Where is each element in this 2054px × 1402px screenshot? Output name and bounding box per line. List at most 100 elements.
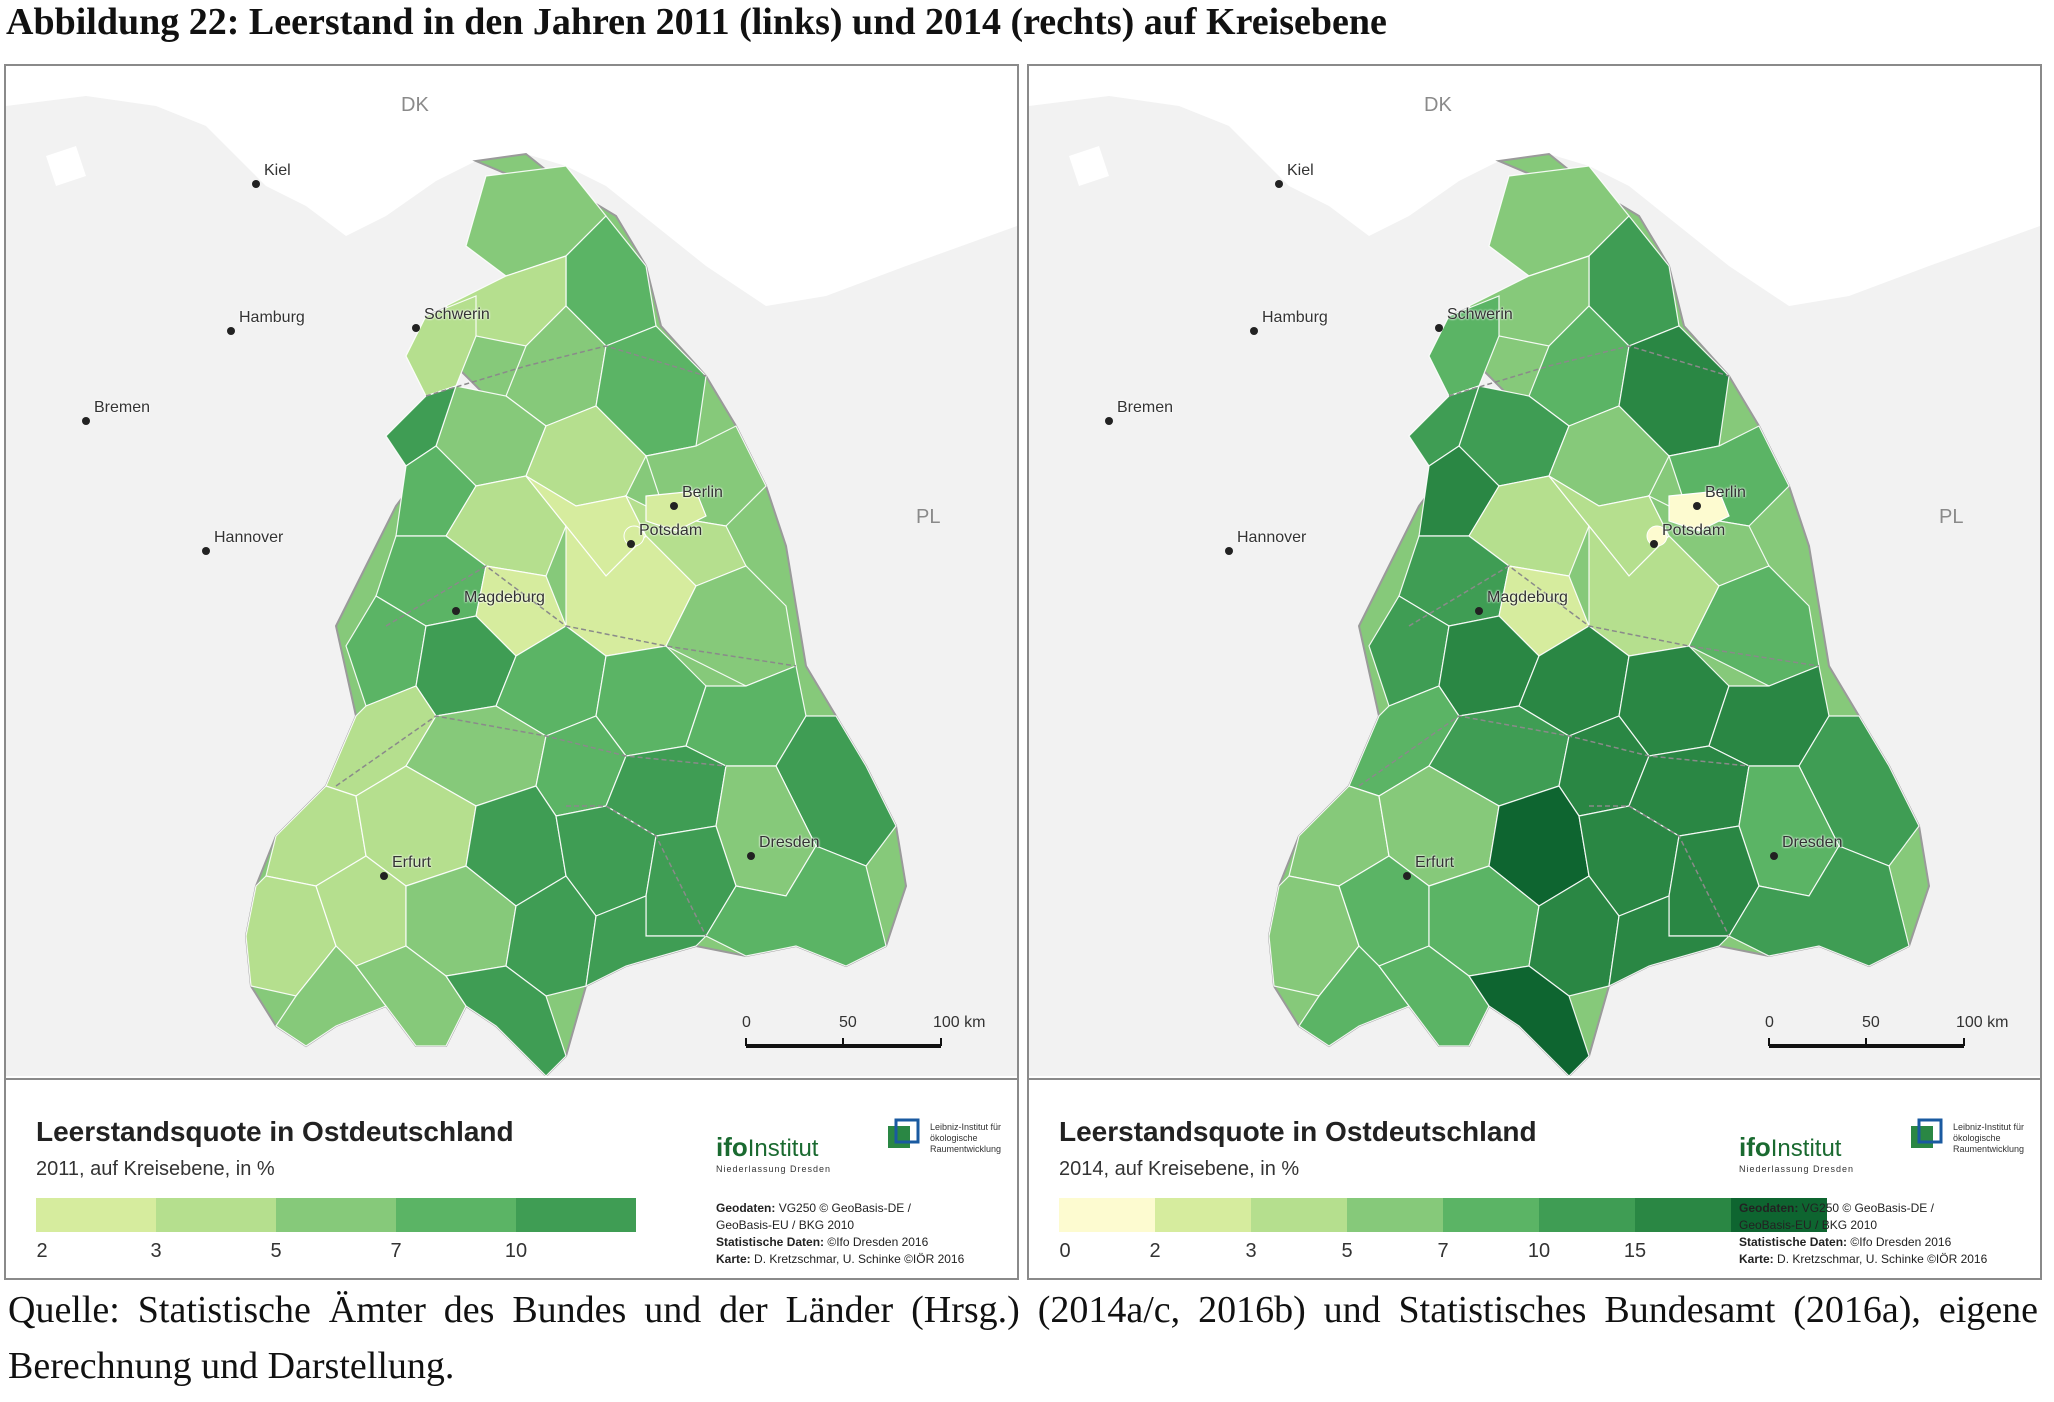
state-border — [1408, 565, 1820, 667]
district-berlin — [1668, 490, 1730, 532]
city-label: Berlin — [682, 484, 723, 501]
city-label: Hannover — [1237, 529, 1307, 546]
country-label: PL — [916, 506, 941, 528]
city-label: Berlin — [1705, 484, 1746, 501]
legend-tick-label: 3 — [150, 1240, 162, 1262]
district-region — [585, 895, 708, 988]
legend-subtitle: 2011, auf Kreisebene, in % — [36, 1158, 275, 1180]
city-marker — [1435, 324, 1443, 332]
legend-tick-label: 10 — [1527, 1240, 1551, 1262]
state-border — [335, 715, 727, 787]
city-marker — [452, 607, 460, 615]
legend-tick-label: 0 — [1059, 1240, 1071, 1262]
city-marker — [747, 852, 755, 860]
city-marker — [1225, 547, 1233, 555]
scale-tick-label: 100 km — [1956, 1014, 2009, 1031]
credits: Geodaten: VG250 © GeoBasis-DE / GeoBasis… — [1739, 1201, 1988, 1266]
legend-tick-label: 2 — [36, 1240, 48, 1262]
city-label: Dresden — [1782, 834, 1843, 851]
city-marker — [1475, 607, 1483, 615]
district-region — [1728, 845, 1910, 967]
legend-2014: Leerstandsquote in Ostdeutschland 2014, … — [1029, 1078, 2040, 1278]
ioer-logo-text: Leibniz-Institut für ökologische Raument… — [930, 1122, 1002, 1154]
district-region — [705, 845, 887, 967]
city-marker — [1105, 417, 1113, 425]
country-label: DK — [1424, 94, 1452, 116]
water-body — [46, 146, 86, 186]
city-marker — [202, 547, 210, 555]
city-label: Hamburg — [1262, 309, 1328, 326]
legend-swatch — [516, 1198, 636, 1232]
legend-swatch — [1059, 1198, 1155, 1232]
city-marker — [227, 327, 235, 335]
legend-swatch — [1539, 1198, 1635, 1232]
legend-tick-label: 2 — [1149, 1240, 1161, 1262]
legend-color-bar — [36, 1198, 636, 1232]
legend-swatch — [36, 1198, 156, 1232]
city-label: Hannover — [214, 529, 284, 546]
scale-tick-label: 50 — [839, 1014, 857, 1031]
legend-tick-label: 7 — [390, 1240, 402, 1262]
legend-swatch — [1251, 1198, 1347, 1232]
credits: Geodaten: VG250 © GeoBasis-DE / GeoBasis… — [716, 1201, 965, 1266]
scale-tick-label: 0 — [742, 1014, 751, 1031]
state-border — [425, 345, 707, 397]
district-region — [1608, 895, 1731, 988]
city-label: Erfurt — [1415, 854, 1455, 871]
legend-swatch — [156, 1198, 276, 1232]
district-region — [1298, 945, 1410, 1047]
district-region — [275, 945, 387, 1047]
legend-title: Leerstandsquote in Ostdeutschland — [36, 1116, 514, 1147]
scale-tick-label: 50 — [1862, 1014, 1880, 1031]
scale-bar — [745, 1038, 942, 1048]
legend-tick-label: 7 — [1437, 1240, 1449, 1262]
city-label: Magdeburg — [464, 589, 545, 606]
city-label: Kiel — [1287, 162, 1314, 179]
city-marker — [1770, 852, 1778, 860]
city-marker — [1250, 327, 1258, 335]
city-marker — [380, 872, 388, 880]
scale-bar — [1768, 1038, 1965, 1048]
district-region — [1378, 945, 1490, 1047]
ioer-logo-text: Leibniz-Institut für ökologische Raument… — [1953, 1122, 2025, 1154]
city-label: Potsdam — [1662, 522, 1726, 539]
legend-tick-label: 3 — [1245, 1240, 1257, 1262]
district-region — [355, 945, 467, 1047]
legend-tick-label: 10 — [504, 1240, 528, 1262]
state-border — [1358, 715, 1750, 787]
water-body — [1069, 146, 1109, 186]
map-panel-2011: Kiel Hamburg Schwerin Bremen Hannover Berlin P… — [4, 64, 1019, 1280]
district-region — [1467, 965, 1590, 1076]
city-marker — [627, 540, 635, 548]
ioer-logo-icon — [888, 1118, 920, 1148]
sea-area — [1029, 66, 2040, 306]
map-2014: Kiel Hamburg Schwerin Bremen Hannover Berlin P… — [1029, 66, 2040, 1076]
ioer-logo-icon — [1911, 1118, 1943, 1148]
country-label: DK — [401, 94, 429, 116]
city-label: Bremen — [94, 399, 151, 416]
source-note: Quelle: Statistische Ämter des Bundes un… — [8, 1289, 2038, 1387]
city-marker — [670, 502, 678, 510]
map-2014-svg — [1029, 66, 2040, 1076]
city-label: Hamburg — [239, 309, 305, 326]
legend-2011: Leerstandsquote in Ostdeutschland 2011, … — [6, 1078, 1017, 1278]
legend-tick-label: 5 — [270, 1240, 282, 1262]
city-label: Schwerin — [1447, 306, 1513, 323]
legend-swatch — [1731, 1198, 1827, 1232]
district-region — [444, 965, 567, 1076]
ifo-logo-subtitle: Niederlassung Dresden — [716, 1164, 832, 1174]
figure-title: Abbildung 22: Leerstand in den Jahren 20… — [6, 1, 1387, 43]
city-marker — [1403, 872, 1411, 880]
map-panel-2014: Kiel Hamburg Schwerin Bremen Hannover Berlin P… — [1027, 64, 2042, 1280]
legend-title: Leerstandsquote in Ostdeutschland — [1059, 1116, 1537, 1147]
map-2011: Kiel Hamburg Schwerin Bremen Hannover Berlin P… — [6, 66, 1017, 1076]
scale-tick-label: 100 km — [933, 1014, 986, 1031]
district-berlin — [645, 490, 707, 532]
map-2011-svg — [6, 66, 1017, 1076]
legend-swatch — [276, 1198, 396, 1232]
legend-swatch — [1635, 1198, 1731, 1232]
scale-tick-label: 0 — [1765, 1014, 1774, 1031]
city-label: Kiel — [264, 162, 291, 179]
sea-area — [6, 66, 1017, 306]
city-marker — [412, 324, 420, 332]
